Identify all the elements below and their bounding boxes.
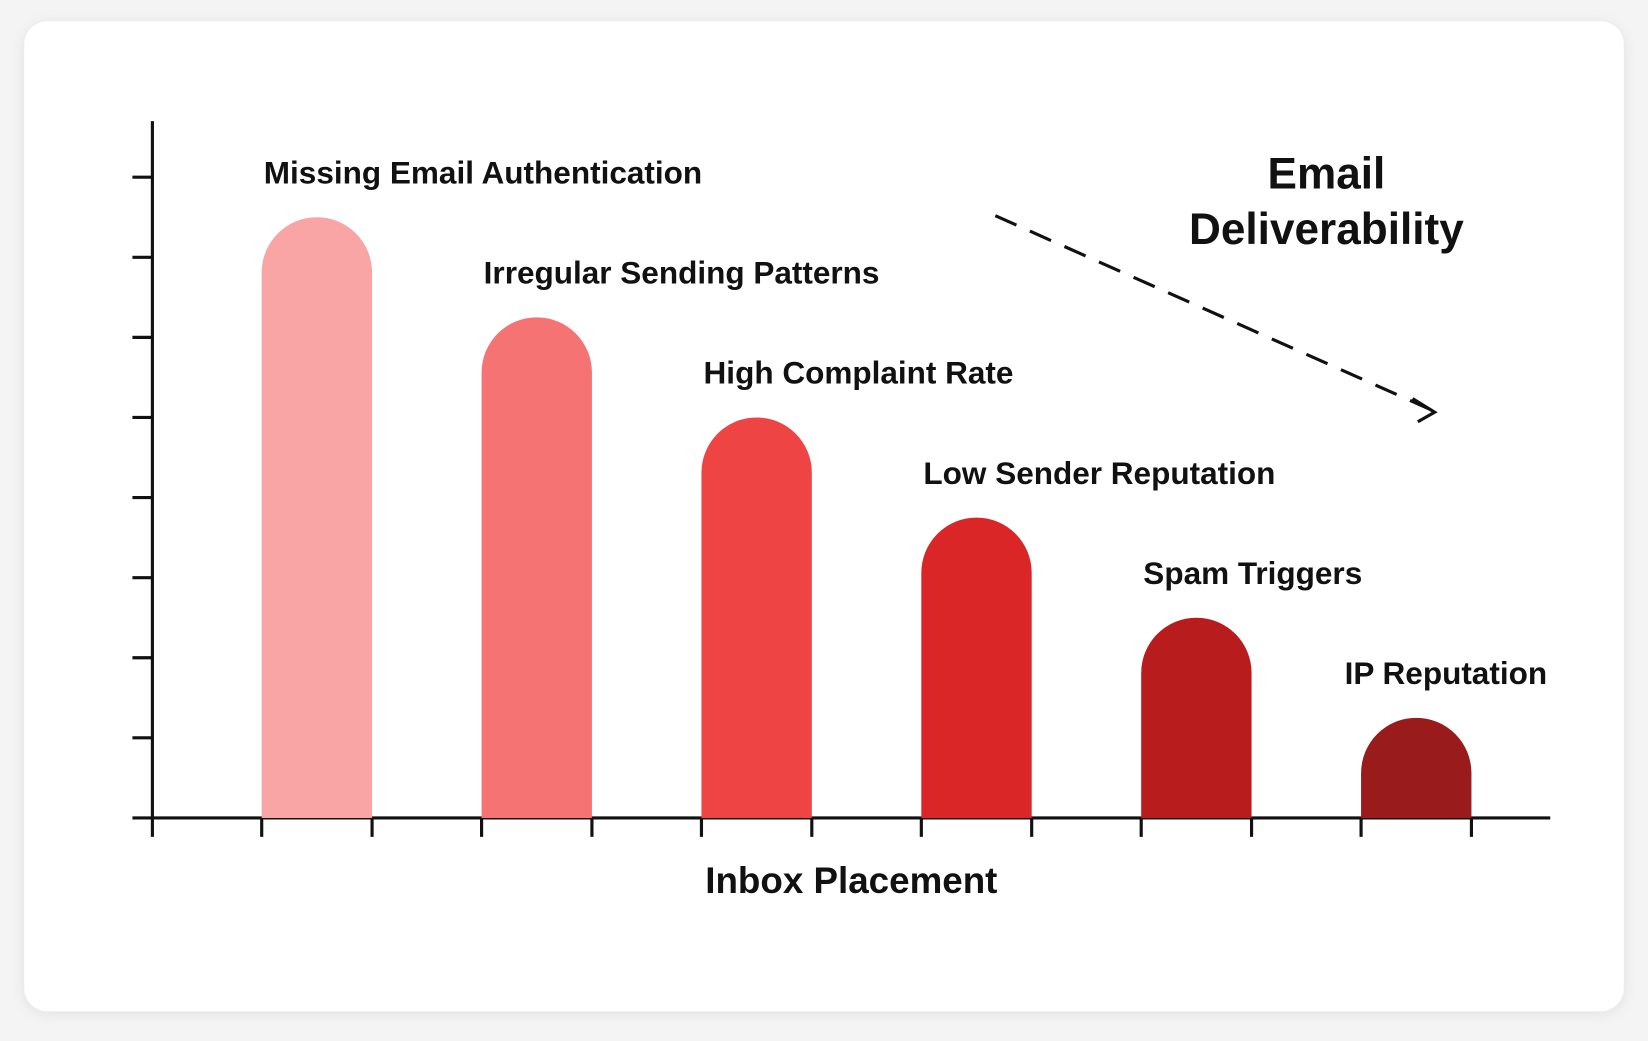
x-axis-label: Inbox Placement	[705, 860, 997, 901]
bar	[481, 317, 592, 818]
bar-label: Missing Email Authentication	[264, 155, 702, 191]
bar	[1141, 617, 1252, 818]
bar-label: Irregular Sending Patterns	[484, 255, 880, 291]
bar-label: Spam Triggers	[1143, 555, 1362, 591]
bar-label: IP Reputation	[1345, 655, 1548, 691]
arrow-head	[1411, 397, 1438, 424]
chart-title: Email Deliverability	[1188, 148, 1464, 254]
trend-arrow	[994, 214, 1431, 411]
bar	[1361, 717, 1472, 818]
bar	[261, 217, 373, 818]
title-wrap: Email Deliverability	[1188, 148, 1464, 254]
bar	[701, 417, 812, 818]
bar-label: High Complaint Rate	[704, 355, 1014, 391]
bar	[921, 517, 1032, 818]
bar-label: Low Sender Reputation	[923, 455, 1275, 491]
